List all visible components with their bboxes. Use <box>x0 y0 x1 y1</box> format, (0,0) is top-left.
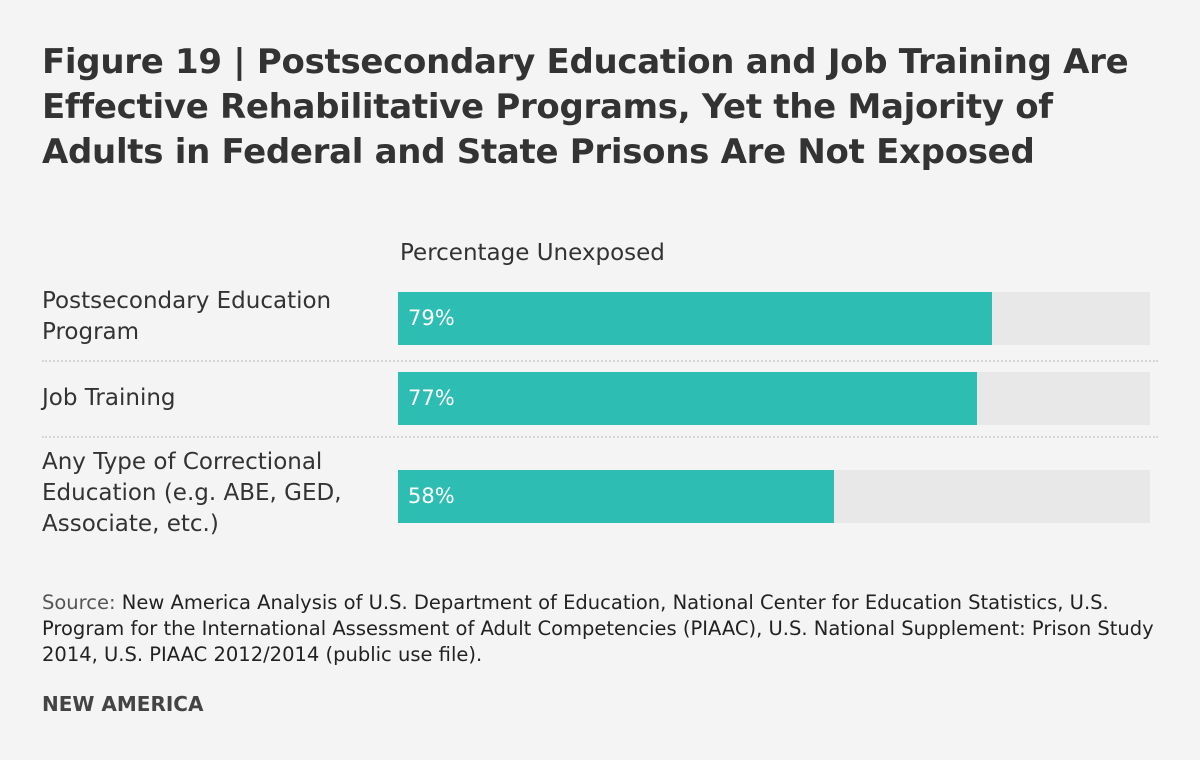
bar-track: 58% <box>398 470 1150 523</box>
data-label: 77% <box>408 386 455 410</box>
source-text: New America Analysis of U.S. Department … <box>42 591 1154 666</box>
data-label: 79% <box>408 306 455 330</box>
category-label: Postsecondary Education Program <box>42 288 332 345</box>
bar <box>398 292 993 345</box>
chart-title: Figure 19 | Postsecondary Education and … <box>42 42 1129 172</box>
divider <box>42 360 1158 362</box>
divider <box>42 436 1158 438</box>
source-label: Source: <box>42 591 116 614</box>
bar <box>398 470 835 523</box>
bar-track: 77% <box>398 372 1150 425</box>
bar <box>398 372 978 425</box>
source-note: Source: New America Analysis of U.S. Dep… <box>42 590 1162 668</box>
brand-logo: NEW AMERICA <box>42 692 204 716</box>
category-label: Any Type of Correctional Education (e.g.… <box>42 449 342 537</box>
data-label: 58% <box>408 484 455 508</box>
bar-track: 79% <box>398 292 1150 345</box>
category-label: Job Training <box>42 385 176 411</box>
chart-subtitle: Percentage Unexposed <box>400 240 665 266</box>
